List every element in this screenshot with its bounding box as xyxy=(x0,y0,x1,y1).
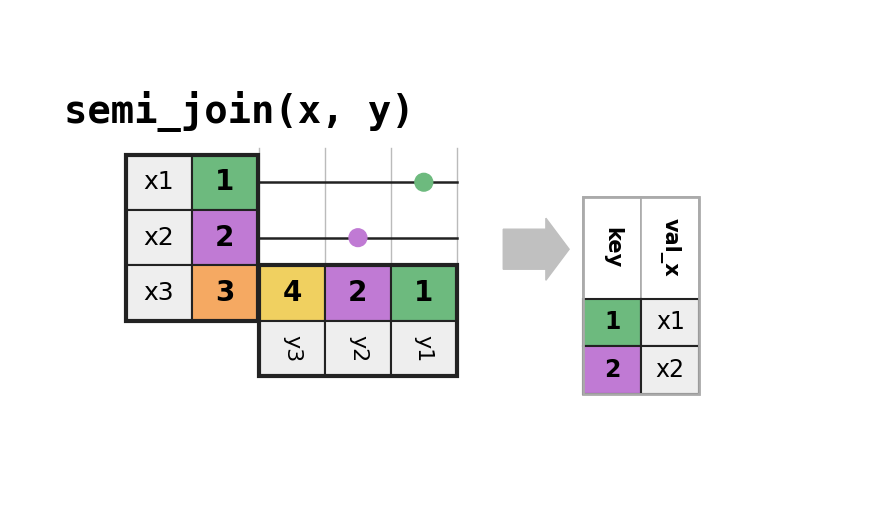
Text: x3: x3 xyxy=(143,281,173,305)
Circle shape xyxy=(415,173,432,191)
Text: y3: y3 xyxy=(282,335,301,362)
Text: x1: x1 xyxy=(655,310,684,334)
Bar xyxy=(325,265,391,321)
Text: y1: y1 xyxy=(413,335,434,362)
Bar xyxy=(391,321,456,376)
Bar xyxy=(191,155,257,210)
Bar xyxy=(259,265,325,321)
Text: 2: 2 xyxy=(603,358,620,382)
Bar xyxy=(126,155,191,210)
Bar xyxy=(582,299,640,346)
Bar xyxy=(640,197,698,299)
Text: val_x: val_x xyxy=(659,219,680,277)
Text: y2: y2 xyxy=(348,335,367,362)
Bar xyxy=(126,210,191,265)
Bar xyxy=(325,321,391,376)
Text: x2: x2 xyxy=(143,226,174,249)
Text: 1: 1 xyxy=(215,168,234,196)
Bar xyxy=(191,210,257,265)
Text: 1: 1 xyxy=(603,310,620,334)
Text: x1: x1 xyxy=(143,170,173,194)
Bar xyxy=(259,321,325,376)
Text: 3: 3 xyxy=(215,279,234,307)
Bar xyxy=(582,197,640,299)
Bar xyxy=(391,265,456,321)
Bar xyxy=(640,346,698,394)
Text: 1: 1 xyxy=(414,279,433,307)
Bar xyxy=(191,265,257,321)
FancyArrow shape xyxy=(502,218,569,280)
Text: x2: x2 xyxy=(655,358,684,382)
Text: 2: 2 xyxy=(348,279,367,307)
Circle shape xyxy=(349,229,367,246)
Bar xyxy=(582,346,640,394)
Bar xyxy=(582,197,698,394)
Text: semi_join(x, y): semi_join(x, y) xyxy=(64,91,415,132)
Bar xyxy=(126,155,257,321)
Bar xyxy=(259,265,456,376)
Bar xyxy=(640,299,698,346)
Text: 2: 2 xyxy=(215,224,234,252)
Bar xyxy=(126,265,191,321)
Text: key: key xyxy=(602,227,621,268)
Text: 4: 4 xyxy=(283,279,301,307)
